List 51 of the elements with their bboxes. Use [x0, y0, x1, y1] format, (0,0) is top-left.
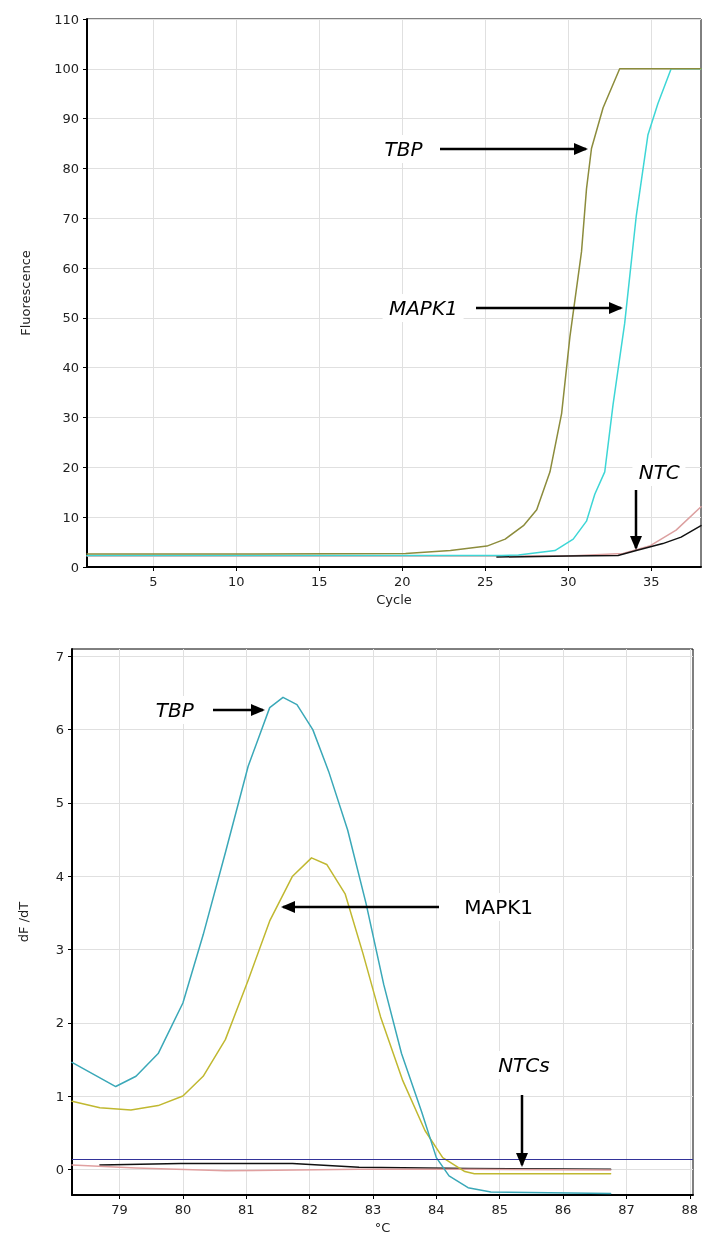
- x-tick-label: 81: [237, 1202, 255, 1217]
- x-tick-label: 83: [364, 1202, 382, 1217]
- x-tick-label: 79: [111, 1202, 128, 1217]
- y-tick-label: 70: [62, 210, 79, 226]
- y-tick-label: 30: [62, 410, 79, 426]
- x-tick-label: 15: [311, 574, 328, 589]
- y-tick-label: 7: [55, 648, 64, 664]
- x-tick-label: 5: [149, 574, 158, 589]
- x-tick-label: 88: [681, 1202, 699, 1217]
- annotation: NTC: [632, 457, 686, 486]
- y-tick-label: 20: [62, 459, 79, 475]
- x-tick-label: 84: [428, 1202, 445, 1217]
- line-series: [71, 696, 612, 1195]
- y-tick-label: 5: [55, 795, 64, 811]
- y-tick-label: 40: [62, 360, 79, 376]
- y-tick-label: 80: [62, 160, 79, 176]
- y-axis-title: Fluorescence: [18, 250, 33, 336]
- y-axis-title: dF /dT: [16, 901, 31, 943]
- x-tick-label: 10: [228, 574, 245, 589]
- y-tick-label: 3: [55, 941, 64, 957]
- y-tick-label: 50: [62, 310, 79, 326]
- annotation: MAPK1: [382, 293, 464, 322]
- x-axis-title: Cycle: [376, 591, 412, 607]
- y-tick-label: 4: [55, 868, 64, 884]
- x-tick-label: 30: [559, 574, 577, 589]
- y-tick-label: 6: [55, 722, 64, 738]
- x-tick-label: 85: [491, 1202, 508, 1217]
- x-tick-label: 20: [394, 574, 411, 589]
- x-axis-title: °C: [374, 1219, 391, 1235]
- y-tick-label: 10: [62, 509, 79, 525]
- y-tick-label: 60: [62, 260, 79, 276]
- x-tick-label: 86: [554, 1202, 572, 1217]
- annotation: NTCs: [492, 1051, 556, 1080]
- annotation: TBP: [378, 134, 429, 163]
- y-tick-label: 1: [55, 1088, 64, 1104]
- line-series: [71, 857, 612, 1175]
- x-tick-label: 80: [174, 1202, 192, 1217]
- y-tick-label: 0: [55, 1161, 64, 1177]
- x-tick-label: 82: [301, 1202, 318, 1217]
- annotation: TBP: [149, 695, 200, 724]
- y-tick-label: 100: [54, 61, 79, 77]
- annotation: MAPK1: [458, 892, 540, 921]
- y-tick-label: 0: [70, 559, 79, 575]
- x-tick-label: 25: [477, 574, 494, 589]
- y-tick-label: 90: [62, 111, 79, 127]
- x-tick-label: 87: [618, 1202, 635, 1217]
- y-tick-label: 2: [55, 1015, 64, 1031]
- x-tick-label: 35: [642, 574, 660, 589]
- line-series: [496, 524, 702, 558]
- line-series: [86, 505, 702, 557]
- y-tick-label: 110: [54, 11, 79, 27]
